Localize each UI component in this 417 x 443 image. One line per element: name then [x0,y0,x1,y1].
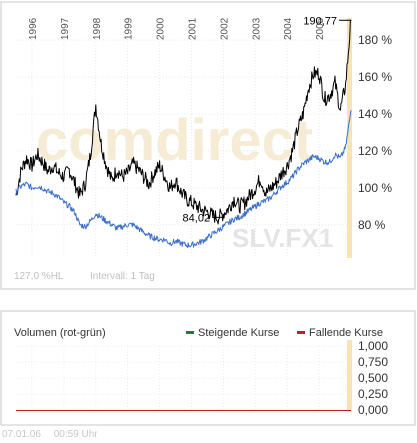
price-line-black [15,19,352,225]
year-tick-label: 2004 [283,17,294,40]
volume-tick-label: 1,000 [358,339,388,353]
price-line-blue [15,110,352,248]
y-tick-label: 160 % [358,70,392,84]
interval-label: Intervall: 1 Tag [90,271,155,282]
y-tick-label: 140 % [358,107,392,121]
footer-date: 07.01.06 [2,429,41,440]
range-label: 127,0 %HL [14,271,64,282]
x-axis-year-labels: 1996 1997 1998 1999 2000 2001 2002 2003 2004 2005 [28,17,326,40]
year-tick-label: 1997 [60,17,71,40]
price-chart-grid [16,18,351,258]
price-annotations: 190,77 84,02 [183,15,352,224]
volume-tick-label: 0,750 [358,355,388,369]
year-tick-label: 2002 [219,17,230,40]
legend-falling-label: Fallende Kurse [309,327,383,339]
year-tick-label: 1996 [28,17,39,40]
comdirect-watermark: comdirect [36,108,313,173]
year-tick-label: 2003 [251,17,262,40]
last-period-highlight [347,18,352,258]
y-tick-label: 80 % [358,218,386,232]
year-tick-label: 1999 [124,17,135,40]
legend-rising-label: Steigende Kurse [198,327,279,339]
high-value-label: 190,77 [303,15,337,27]
y-axis-labels: 80 % 100 % 120 % 140 % 160 % 180 % [358,33,392,232]
instrument-label: SLV.FX1 [232,223,333,253]
y-tick-label: 120 % [358,144,392,158]
year-tick-label: 2000 [156,17,167,40]
volume-tick-label: 0,500 [358,371,388,385]
volume-y-axis-labels: 0,000 0,250 0,500 0,750 1,000 [358,339,388,417]
legend-rising-swatch [186,331,194,334]
y-tick-label: 180 % [358,33,392,47]
y-tick-label: 100 % [358,181,392,195]
price-series [15,19,352,248]
legend-falling-swatch [297,331,305,334]
year-tick-label: 1998 [92,17,103,40]
volume-tick-label: 0,250 [358,387,388,401]
volume-tick-label: 0,000 [358,403,388,417]
volume-title: Volumen (rot-grün) [14,327,106,339]
footer-time: 00:59 Uhr [53,429,98,440]
year-tick-label: 2005 [315,17,326,40]
volume-highlight [347,340,352,412]
volume-chart-panel [0,310,416,426]
footer: 07.01.06 00:59 Uhr [2,429,108,440]
low-value-label: 84,02 [183,212,211,224]
year-tick-label: 2001 [187,17,198,40]
